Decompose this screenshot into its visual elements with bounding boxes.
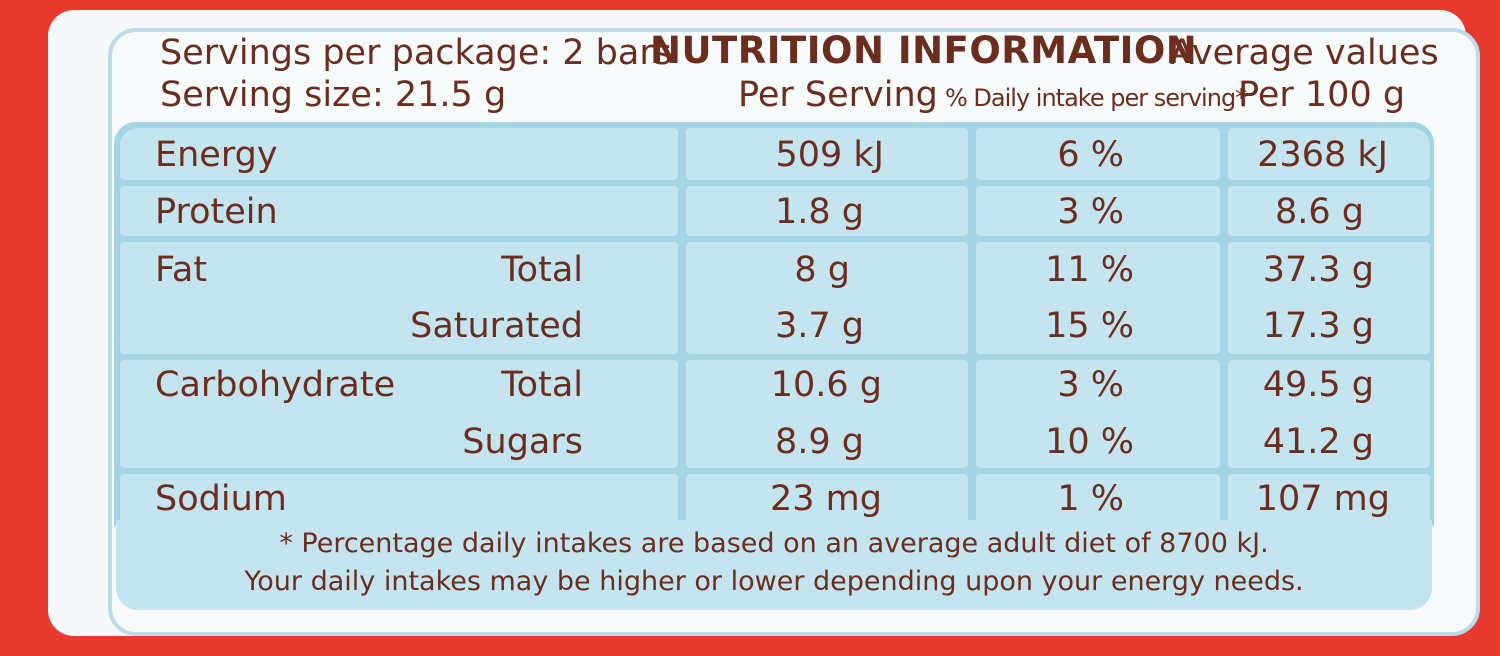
cell: [976, 186, 1220, 236]
daily-intake-value: 3 %: [1057, 365, 1124, 405]
cell: [120, 242, 678, 354]
per-serving-value: 23 mg: [770, 479, 882, 519]
per-serving-value: 509 kJ: [775, 135, 884, 175]
per-serving-value: 1.8 g: [774, 192, 864, 232]
per-100g-value: 37.3 g: [1262, 250, 1374, 290]
per-100g-value: 107 mg: [1255, 479, 1390, 519]
serving-size: Serving size: 21.5 g: [160, 75, 507, 115]
nutrient-subtype: Sugars: [462, 422, 583, 462]
col-header-per-serving: Per Serving: [738, 75, 938, 115]
nutrient-subtype: Saturated: [410, 306, 583, 346]
per-serving-value: 8.9 g: [774, 422, 864, 462]
cell: [120, 360, 678, 468]
cell: [686, 186, 968, 236]
col-header-per-100g: Per 100 g: [1238, 75, 1406, 115]
per-serving-value: 8 g: [794, 250, 850, 290]
daily-intake-value: 11 %: [1045, 250, 1134, 290]
daily-intake-value: 6 %: [1057, 135, 1124, 175]
cell: [686, 128, 968, 180]
cell: [120, 186, 678, 236]
cell: [976, 128, 1220, 180]
per-100g-value: 2368 kJ: [1257, 135, 1388, 175]
per-serving-value: 3.7 g: [774, 306, 864, 346]
average-values-label: Average values: [1170, 33, 1439, 73]
footnote-area: [116, 520, 1432, 610]
cell: [1228, 242, 1430, 354]
nutrient-subtype: Total: [501, 365, 583, 405]
nutrient-name: Fat: [155, 250, 208, 290]
nutrient-name: Energy: [155, 135, 278, 175]
cell: [686, 242, 968, 354]
cell: [976, 360, 1220, 468]
cell: [976, 474, 1220, 522]
nutrient-name: Carbohydrate: [155, 365, 396, 405]
daily-intake-value: 15 %: [1045, 306, 1134, 346]
cell: [1228, 360, 1430, 468]
cell: [1228, 474, 1430, 522]
daily-intake-value: 10 %: [1045, 422, 1134, 462]
per-100g-value: 41.2 g: [1262, 422, 1374, 462]
nutrient-subtype: Total: [501, 250, 583, 290]
page-title: NUTRITION INFORMATION: [650, 29, 1198, 72]
per-serving-value: 10.6 g: [770, 365, 882, 405]
cell: [1228, 186, 1430, 236]
cell: [1228, 128, 1430, 180]
per-100g-value: 8.6 g: [1274, 192, 1364, 232]
cell: [686, 360, 968, 468]
nutrient-name: Protein: [155, 192, 278, 232]
cell: [120, 474, 678, 522]
daily-intake-value: 1 %: [1057, 479, 1124, 519]
per-100g-value: 49.5 g: [1262, 365, 1374, 405]
servings-per-package: Servings per package: 2 bars: [160, 33, 672, 73]
nutrient-name: Sodium: [155, 479, 287, 519]
footnote-line-2: Your daily intakes may be higher or lowe…: [244, 566, 1304, 597]
cell: [686, 474, 968, 522]
cell: [976, 242, 1220, 354]
daily-intake-value: 3 %: [1057, 192, 1124, 232]
per-100g-value: 17.3 g: [1262, 306, 1374, 346]
footnote-line-1: * Percentage daily intakes are based on …: [279, 528, 1269, 559]
cell: [120, 128, 678, 180]
col-header-daily-intake: % Daily intake per serving*: [945, 84, 1247, 112]
